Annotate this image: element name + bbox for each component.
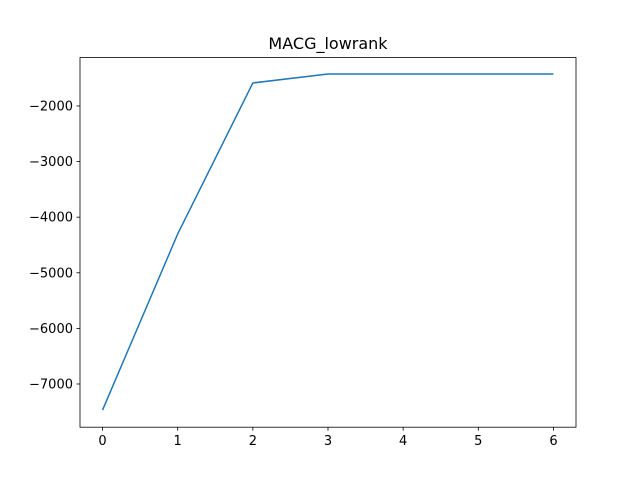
line xyxy=(101,73,554,411)
plot-frame xyxy=(79,57,577,428)
y-tick-label: −2000 xyxy=(29,99,73,114)
chart-title: MACG_lowrank xyxy=(268,34,388,54)
x-tick-label: 4 xyxy=(399,434,407,449)
x-tick-label: 1 xyxy=(174,434,182,449)
x-tick-label: 3 xyxy=(324,434,332,449)
x-tick-label: 5 xyxy=(474,434,482,449)
x-tick-label: 2 xyxy=(249,434,257,449)
x-tick-label: 6 xyxy=(549,434,557,449)
y-tick-label: −4000 xyxy=(29,211,73,226)
y-tick-label: −6000 xyxy=(29,322,73,337)
y-tick-label: −3000 xyxy=(29,155,73,170)
x-tick-label: 0 xyxy=(98,434,106,449)
y-tick-label: −5000 xyxy=(29,266,73,281)
y-tick-label: −7000 xyxy=(29,377,73,392)
